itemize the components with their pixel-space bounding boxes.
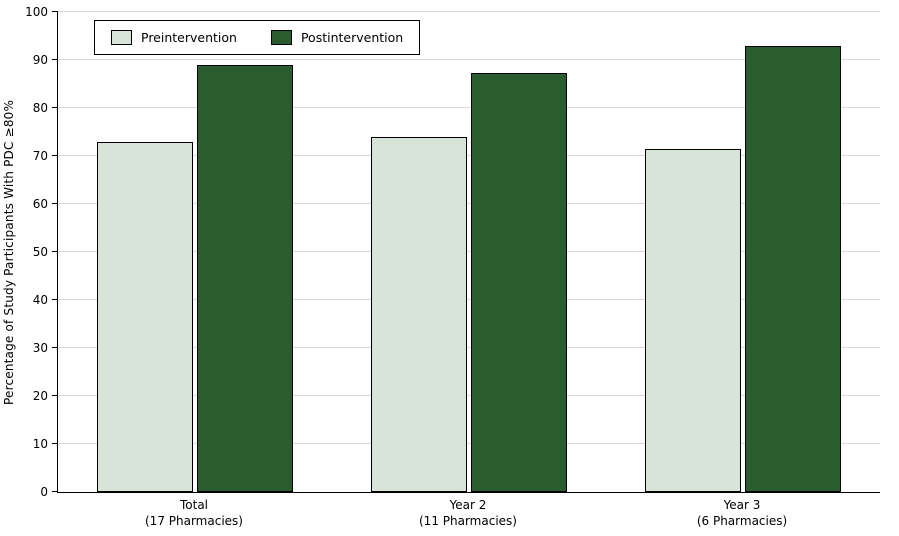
x-category-label: Year 3 (6 Pharmacies)	[605, 497, 879, 529]
gridline	[58, 299, 880, 300]
y-tick-label: 100	[25, 5, 48, 19]
legend-label: Postintervention	[300, 30, 404, 45]
y-tick-label: 40	[32, 293, 48, 307]
y-tick-mark	[52, 443, 58, 444]
gridline	[58, 443, 880, 444]
x-category-name: Year 3	[723, 498, 761, 512]
gridline	[58, 59, 880, 60]
legend-swatch	[270, 30, 292, 45]
y-tick-label: 60	[32, 197, 48, 211]
gridline	[58, 203, 880, 204]
bar-preintervention	[371, 136, 467, 492]
x-category-name: Year 2	[449, 498, 487, 512]
y-tick-labels: 0 10 20 30 40 50 60 70 80 90 100	[12, 5, 58, 499]
y-tick-label: 10	[32, 437, 48, 451]
gridline	[58, 395, 880, 396]
y-tick-label: 0	[40, 485, 48, 499]
bar-group	[332, 12, 606, 492]
gridline	[58, 11, 880, 12]
bar-postintervention	[745, 46, 841, 492]
x-axis-labels: Total (17 Pharmacies) Year 2 (11 Pharmacies…	[57, 497, 879, 529]
gridline	[58, 251, 880, 252]
x-category-name: Total	[179, 498, 209, 512]
legend-swatch	[111, 30, 132, 45]
gridline	[58, 155, 880, 156]
x-category-label: Year 2 (11 Pharmacies)	[331, 497, 605, 529]
y-tick-label: 90	[32, 53, 48, 67]
legend-label: Preintervention	[141, 30, 237, 45]
y-tick-mark	[52, 107, 58, 108]
y-tick-mark	[52, 299, 58, 300]
y-tick-label: 20	[32, 389, 48, 403]
x-category-sublabel: (6 Pharmacies)	[696, 514, 788, 529]
x-category-sublabel: (11 Pharmacies)	[419, 514, 517, 529]
x-category-sublabel: (17 Pharmacies)	[145, 514, 243, 529]
plot-area: 0 10 20 30 40 50 60 70 80 90 100 Preintervention Po…	[25, 5, 880, 499]
x-category-label: Total (17 Pharmacies)	[57, 497, 331, 529]
y-tick-mark	[52, 11, 58, 12]
y-tick-label: 70	[32, 149, 48, 163]
legend-item: Preintervention	[111, 30, 237, 45]
y-tick-mark	[52, 59, 58, 60]
bar-group	[58, 12, 332, 492]
gridline	[58, 347, 880, 348]
y-tick-label: 50	[32, 245, 48, 259]
y-tick-label: 30	[32, 341, 48, 355]
legend: Preintervention Postintervention	[94, 20, 421, 55]
y-tick-label: 80	[32, 101, 48, 115]
bar-groups	[58, 12, 880, 492]
y-tick-mark	[52, 203, 58, 204]
y-tick-mark	[52, 155, 58, 156]
bar-postintervention	[471, 72, 567, 492]
bar-group	[606, 12, 880, 492]
y-tick-mark	[52, 395, 58, 396]
gridline	[58, 107, 880, 108]
bar-postintervention	[197, 64, 293, 492]
y-tick-mark	[52, 347, 58, 348]
y-tick-mark	[52, 491, 58, 492]
y-tick-mark	[52, 251, 58, 252]
bar-preintervention	[645, 148, 741, 492]
legend-item: Postintervention	[270, 30, 404, 45]
bar-preintervention	[97, 141, 193, 492]
